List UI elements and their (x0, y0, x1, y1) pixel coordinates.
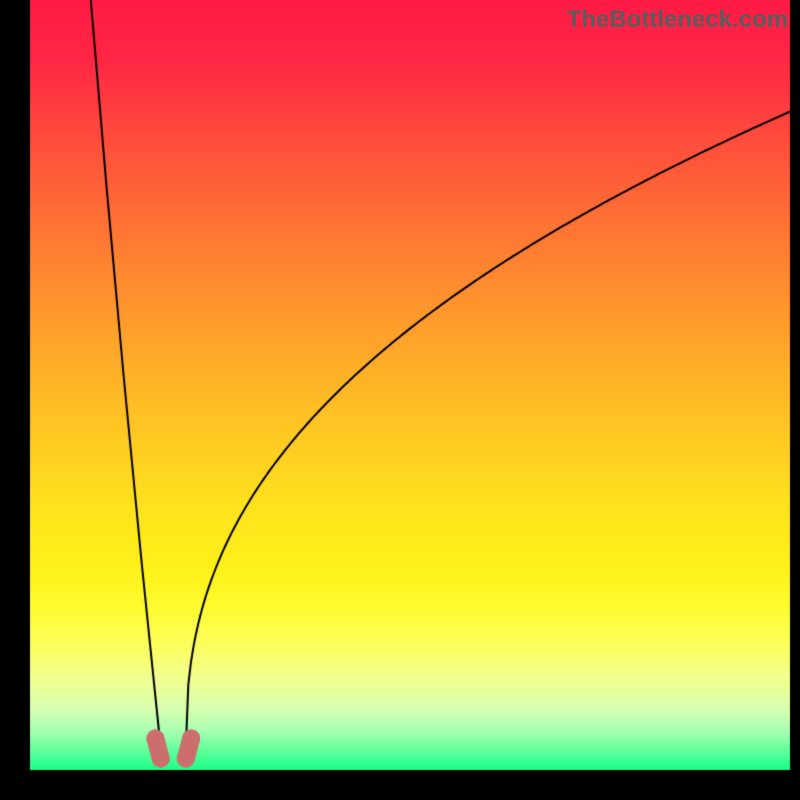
bottleneck-chart (0, 0, 800, 800)
